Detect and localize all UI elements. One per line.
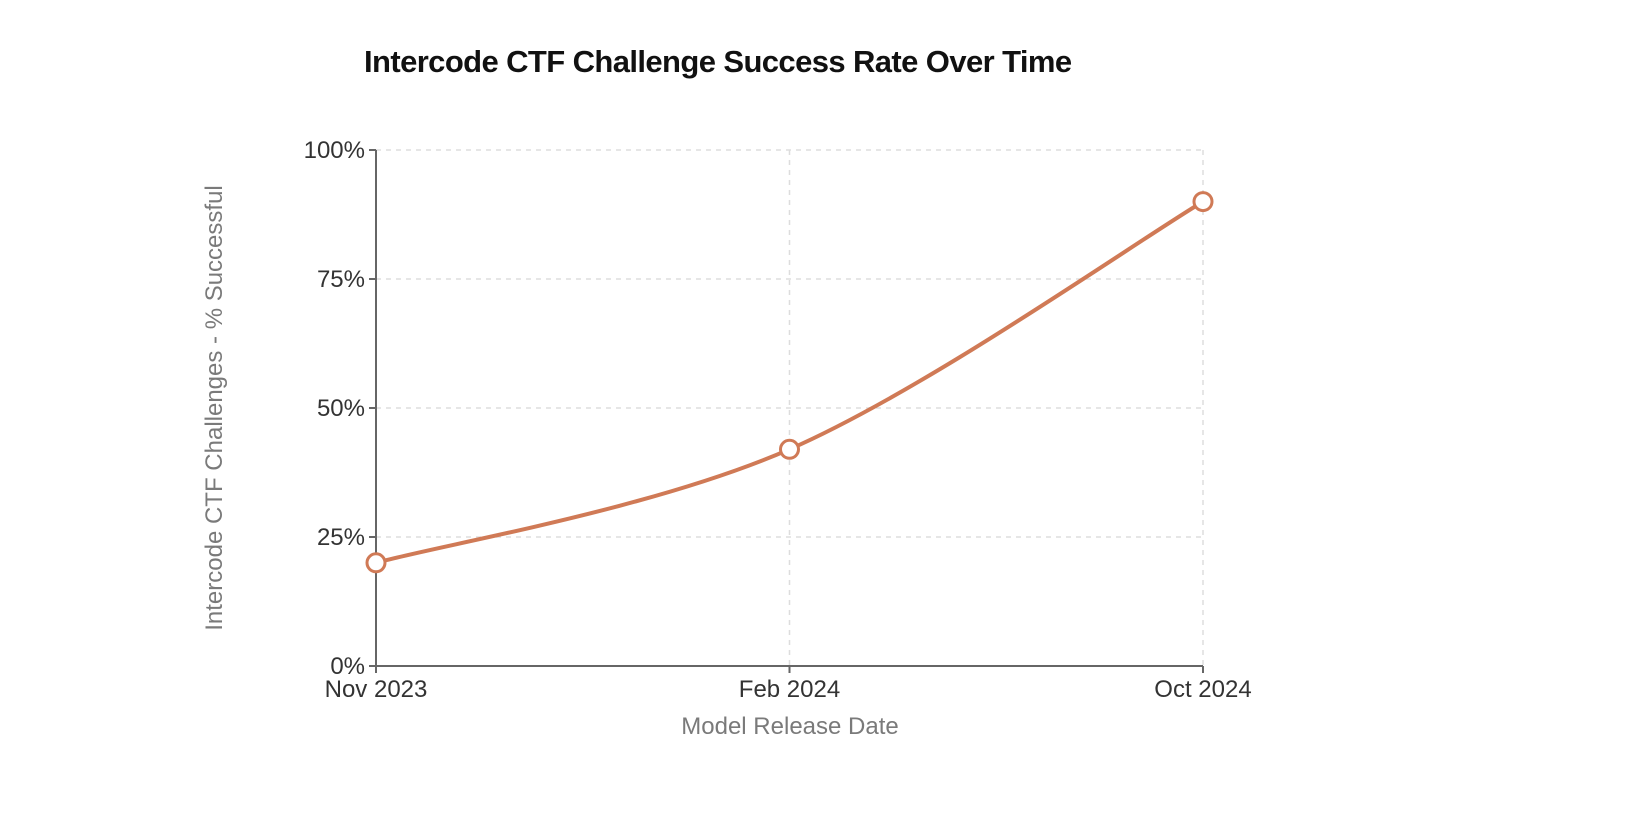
data-markers xyxy=(365,191,1214,574)
x-tick-label: Feb 2024 xyxy=(739,676,840,703)
chart-title: Intercode CTF Challenge Success Rate Ove… xyxy=(364,44,1072,79)
y-axis-title: Intercode CTF Challenges - % Successful xyxy=(201,185,228,631)
grid xyxy=(376,149,1204,666)
x-axis-ticks: Nov 2023 Feb 2024 Oct 2024 xyxy=(325,666,1252,703)
y-tick-label: 25% xyxy=(317,524,365,551)
y-axis-ticks: 0% 25% 50% 75% 100% xyxy=(304,137,376,680)
y-tick-label: 75% xyxy=(317,266,365,293)
y-tick-label: 100% xyxy=(304,137,365,164)
data-point xyxy=(1192,191,1214,213)
y-tick-label: 50% xyxy=(317,395,365,422)
data-point xyxy=(365,552,387,574)
x-axis-title: Model Release Date xyxy=(681,713,898,740)
x-tick-label: Nov 2023 xyxy=(325,676,428,703)
data-point xyxy=(779,438,800,460)
x-tick-label: Oct 2024 xyxy=(1154,676,1251,703)
y-tick-label: 0% xyxy=(330,653,365,680)
